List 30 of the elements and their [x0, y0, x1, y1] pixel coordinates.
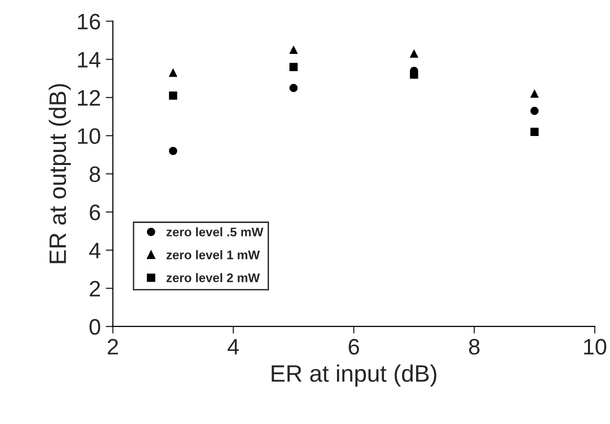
y-tick-label: 16	[78, 14, 100, 30]
point	[168, 146, 178, 156]
y-tick-label: 2	[90, 280, 100, 296]
x-tick-label: 4	[228, 339, 239, 354]
y-tick-label: 8	[90, 166, 100, 182]
point	[289, 84, 298, 92]
point	[410, 70, 418, 79]
y-tick-label: 0	[90, 319, 100, 335]
y-tick-label: 14	[78, 52, 100, 68]
point	[530, 90, 539, 98]
x-tick-label: 6	[348, 338, 360, 355]
y-tick-label: 4	[89, 242, 100, 258]
x-tick-label: 8	[469, 338, 480, 355]
point	[289, 46, 298, 54]
point	[168, 92, 178, 100]
y-tick-label: 6	[90, 204, 100, 220]
legend-label: zero level 2 mW	[166, 273, 260, 282]
y-tick-label: 10	[78, 128, 100, 144]
point	[289, 62, 298, 72]
x-axis-title: ER at input (dB)	[272, 364, 436, 387]
y-axis-title: ER at output (dB)	[48, 84, 71, 264]
x-tick-label: 2	[108, 338, 118, 354]
x-tick-label: 10	[584, 338, 606, 355]
legend-label: zero level .5 mW	[166, 227, 264, 236]
point	[530, 128, 539, 136]
point	[530, 106, 539, 115]
y-tick-label: 12	[78, 90, 100, 106]
point	[168, 68, 178, 77]
point	[410, 50, 418, 58]
legend-label: zero level 1 mW	[166, 250, 260, 260]
